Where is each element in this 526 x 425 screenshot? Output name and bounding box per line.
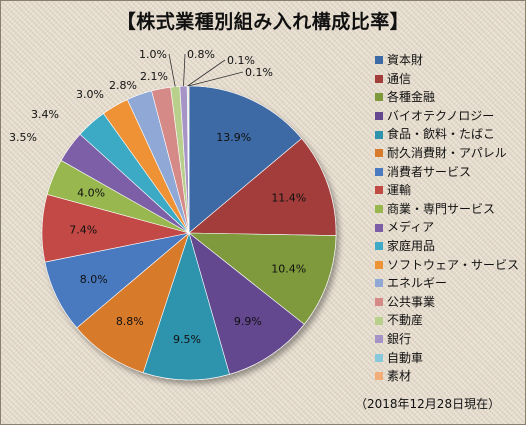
legend-swatch	[375, 242, 383, 251]
legend-item: 商業・専門サービス	[375, 200, 519, 219]
legend-swatch	[375, 372, 383, 381]
chart-title: 【株式業種別組み入れ構成比率】	[116, 11, 410, 33]
legend-label: 素材	[387, 369, 412, 384]
legend-swatch	[375, 316, 383, 325]
legend-item: ソフトウェア・サービス	[375, 256, 519, 275]
legend-item: 通信	[375, 70, 519, 89]
slice-value-label: 1.0%	[139, 48, 167, 61]
legend-swatch	[375, 74, 383, 83]
slice-value-label: 8.8%	[116, 315, 144, 328]
legend-item: 運輸	[375, 181, 519, 200]
slice-value-label: 8.0%	[80, 273, 108, 286]
legend-swatch	[375, 205, 383, 214]
legend-label: ソフトウェア・サービス	[387, 257, 520, 272]
legend: 資本財通信各種金融バイオテクノロジー 食品・飲料・たばこ 耐久消費財・アパレル 消費者…	[375, 51, 519, 386]
slice-value-label: 10.4%	[271, 263, 306, 276]
slice-value-label: 0.1%	[245, 66, 273, 79]
legend-swatch	[375, 260, 383, 269]
legend-item: 素材	[375, 367, 519, 386]
legend-item: 公共事業	[375, 293, 519, 312]
legend-swatch	[375, 298, 383, 307]
legend-label: 食品・飲料・たばこ	[387, 127, 496, 142]
pie-slice	[188, 232, 337, 325]
legend-label: 運輸	[387, 183, 412, 198]
legend-item: メディア	[375, 218, 519, 237]
legend-label: エネルギー	[387, 276, 448, 291]
legend-swatch	[375, 335, 383, 344]
legend-label: 公共事業	[387, 294, 436, 309]
leader-line	[187, 59, 226, 87]
slice-value-label: 3.4%	[31, 108, 59, 121]
pie-slice	[142, 231, 230, 381]
slice-value-label: 3.0%	[76, 88, 104, 101]
slice-value-label: 9.5%	[173, 333, 201, 346]
legend-label: 自動車	[387, 350, 424, 365]
legend-label: 通信	[387, 71, 412, 86]
legend-item: バイオテクノロジー	[375, 107, 519, 126]
pie-slice	[188, 85, 303, 234]
slice-value-label: 2.1%	[140, 70, 168, 83]
slice-value-label: 13.9%	[216, 131, 251, 144]
legend-item: 食品・飲料・たばこ	[375, 125, 519, 144]
legend-label: 家庭用品	[387, 238, 436, 253]
legend-item: 銀行	[375, 330, 519, 349]
legend-label: 耐久消費財・アパレル	[387, 145, 507, 160]
legend-swatch	[375, 149, 383, 158]
legend-label: 消費者サービス	[387, 164, 472, 179]
leader-line	[188, 71, 244, 87]
legend-swatch	[375, 186, 383, 195]
legend-label: バイオテクノロジー	[387, 108, 495, 123]
legend-label: 銀行	[387, 331, 412, 346]
legend-swatch	[375, 279, 383, 288]
legend-item: 資本財	[375, 51, 519, 70]
slice-value-label: 11.4%	[271, 192, 306, 205]
slice-value-label: 2.8%	[109, 79, 137, 92]
legend-swatch	[375, 167, 383, 176]
legend-swatch	[375, 130, 383, 139]
legend-item: 耐久消費財・アパレル	[375, 144, 519, 163]
legend-swatch	[375, 353, 383, 362]
pie-slice	[188, 138, 337, 236]
legend-swatch	[375, 56, 383, 65]
legend-swatch	[375, 112, 383, 121]
pie-slice	[76, 232, 190, 374]
slice-value-label: 4.0%	[77, 187, 105, 200]
legend-item: 消費者サービス	[375, 163, 519, 182]
leader-line	[183, 53, 186, 87]
legend-label: メディア	[387, 220, 435, 235]
legend-label: 資本財	[387, 53, 424, 67]
slice-value-label: 0.8%	[187, 48, 215, 61]
legend-swatch	[375, 223, 383, 232]
slice-value-label: 3.5%	[9, 131, 37, 144]
legend-label: 商業・専門サービス	[387, 201, 496, 216]
legend-label: 不動産	[387, 313, 424, 328]
date-note: （2018年12月28日現在）	[355, 397, 501, 411]
legend-item: エネルギー	[375, 274, 519, 293]
legend-item: 自動車	[375, 349, 519, 368]
leader-line	[168, 53, 176, 87]
legend-item: 不動産	[375, 311, 519, 330]
slice-value-label: 9.9%	[234, 315, 262, 328]
legend-label: 各種金融	[387, 90, 436, 105]
slice-value-label: 7.4%	[69, 224, 97, 237]
slice-value-label: 0.1%	[227, 54, 255, 67]
legend-item: 家庭用品	[375, 237, 519, 256]
legend-item: 各種金融	[375, 88, 519, 107]
pie-slice	[188, 232, 305, 375]
legend-swatch	[375, 93, 383, 102]
